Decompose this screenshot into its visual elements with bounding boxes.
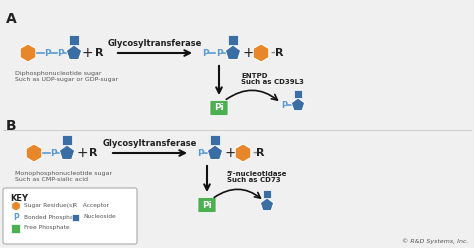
FancyBboxPatch shape bbox=[210, 101, 228, 115]
Text: Monophosphonucleotide sugar
Such as CMP-sialic acid: Monophosphonucleotide sugar Such as CMP-… bbox=[15, 171, 112, 182]
Polygon shape bbox=[253, 44, 269, 62]
Polygon shape bbox=[226, 45, 241, 60]
FancyBboxPatch shape bbox=[62, 135, 72, 145]
Text: Sugar Residue(s): Sugar Residue(s) bbox=[24, 204, 74, 209]
Text: © R&D Systems, Inc.: © R&D Systems, Inc. bbox=[401, 238, 468, 244]
Text: +: + bbox=[81, 46, 93, 60]
Text: P: P bbox=[13, 213, 19, 221]
Text: B: B bbox=[6, 119, 17, 133]
Text: Pi: Pi bbox=[214, 103, 224, 113]
Polygon shape bbox=[292, 98, 305, 111]
Text: P: P bbox=[281, 100, 287, 110]
Text: P: P bbox=[202, 49, 208, 58]
FancyBboxPatch shape bbox=[228, 35, 238, 45]
Text: R: R bbox=[95, 48, 103, 58]
Text: Glycosyltransferase: Glycosyltransferase bbox=[108, 39, 202, 49]
Text: Free Phosphate: Free Phosphate bbox=[24, 225, 70, 230]
Polygon shape bbox=[260, 198, 273, 211]
Text: Glycosyltransferase: Glycosyltransferase bbox=[103, 139, 197, 149]
Text: P: P bbox=[216, 49, 222, 58]
FancyBboxPatch shape bbox=[11, 223, 20, 233]
Text: A: A bbox=[6, 12, 17, 26]
Text: 5'-nucleotidase
Such as CD73: 5'-nucleotidase Such as CD73 bbox=[227, 171, 288, 184]
Text: -: - bbox=[271, 48, 275, 58]
Text: Nucleoside: Nucleoside bbox=[83, 215, 116, 219]
Text: P: P bbox=[57, 49, 64, 58]
FancyBboxPatch shape bbox=[294, 90, 302, 98]
Text: R: R bbox=[256, 148, 264, 158]
Text: +: + bbox=[76, 146, 88, 160]
Text: R: R bbox=[89, 148, 97, 158]
Text: Diphosphonucleotide sugar
Such as UDP-sugar or GDP-sugar: Diphosphonucleotide sugar Such as UDP-su… bbox=[15, 71, 118, 82]
FancyBboxPatch shape bbox=[263, 190, 271, 198]
FancyBboxPatch shape bbox=[3, 188, 137, 244]
Text: R   Acceptor: R Acceptor bbox=[73, 204, 109, 209]
Text: KEY: KEY bbox=[10, 194, 28, 203]
Polygon shape bbox=[66, 45, 82, 60]
Text: P: P bbox=[197, 149, 203, 157]
FancyBboxPatch shape bbox=[69, 35, 79, 45]
Polygon shape bbox=[26, 144, 42, 162]
FancyBboxPatch shape bbox=[73, 214, 80, 220]
Polygon shape bbox=[12, 201, 20, 211]
Polygon shape bbox=[20, 44, 36, 62]
Polygon shape bbox=[208, 145, 223, 159]
Text: Pi: Pi bbox=[202, 200, 212, 210]
Text: -: - bbox=[253, 148, 257, 158]
Text: +: + bbox=[224, 146, 236, 160]
Text: P: P bbox=[44, 49, 50, 58]
Polygon shape bbox=[235, 144, 251, 162]
Text: ENTPD
Such as CD39L3: ENTPD Such as CD39L3 bbox=[241, 72, 304, 86]
Text: P: P bbox=[50, 149, 56, 157]
Text: Bonded Phosphate: Bonded Phosphate bbox=[24, 215, 79, 219]
Text: R: R bbox=[275, 48, 283, 58]
Polygon shape bbox=[59, 145, 74, 159]
FancyBboxPatch shape bbox=[198, 198, 216, 212]
Text: +: + bbox=[242, 46, 254, 60]
FancyBboxPatch shape bbox=[210, 135, 220, 145]
